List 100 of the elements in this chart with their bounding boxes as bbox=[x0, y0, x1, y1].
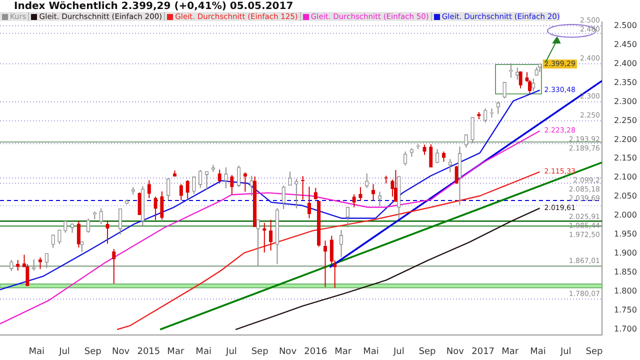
x-tick-label: 2015 bbox=[137, 346, 160, 357]
y-tick-label: 2.350 bbox=[614, 78, 637, 87]
candlestick bbox=[140, 186, 145, 227]
candlestick bbox=[26, 264, 30, 286]
candlestick bbox=[262, 222, 266, 253]
x-tick-label: Mar bbox=[167, 346, 184, 357]
x-tick-label: Sep bbox=[586, 346, 603, 357]
candlestick bbox=[252, 176, 257, 227]
candlestick bbox=[502, 82, 506, 99]
candlestick bbox=[218, 169, 222, 184]
x-tick-label: Sep bbox=[251, 346, 269, 357]
candlestick bbox=[435, 148, 440, 164]
y-tick-label: 1.800 bbox=[614, 286, 637, 296]
candlestick bbox=[317, 200, 321, 248]
y-tick-label: 2.050 bbox=[614, 192, 637, 201]
candlestick bbox=[518, 71, 522, 89]
candlestick bbox=[323, 240, 328, 288]
candlestick bbox=[275, 208, 280, 265]
candlestick bbox=[186, 180, 190, 200]
candlestick bbox=[477, 111, 481, 120]
y-tick-label: 1.950 bbox=[614, 230, 637, 239]
candlestick bbox=[236, 165, 241, 188]
candlestick bbox=[250, 175, 254, 196]
candlestick bbox=[339, 230, 344, 258]
x-tick-label: Sep bbox=[418, 346, 436, 357]
candlestick bbox=[160, 190, 164, 220]
candlestick bbox=[92, 210, 97, 220]
candlestick bbox=[204, 171, 209, 191]
candlestick bbox=[410, 148, 414, 158]
candlestick bbox=[358, 186, 362, 202]
candlestick bbox=[147, 180, 151, 199]
candlestick bbox=[448, 158, 452, 173]
x-tick-label: Jul bbox=[225, 346, 237, 357]
x-tick-label: Mar bbox=[334, 346, 352, 357]
x-tick-label: Nov bbox=[278, 346, 298, 357]
candlestick bbox=[10, 260, 14, 272]
candlestick bbox=[154, 196, 158, 221]
x-tick-label: Jul bbox=[58, 346, 70, 357]
candlestick bbox=[470, 116, 474, 144]
x-tick-label: Mai bbox=[196, 346, 212, 357]
x-tick-label: Jul bbox=[559, 346, 572, 357]
candlestick bbox=[484, 108, 488, 124]
candlestick bbox=[365, 172, 369, 188]
x-tick-label: Jul bbox=[392, 346, 404, 357]
candlestick bbox=[490, 108, 494, 118]
candlestick bbox=[211, 164, 215, 172]
x-tick-label: Nov bbox=[112, 346, 130, 357]
candlestick bbox=[70, 224, 74, 234]
candlestick bbox=[288, 171, 292, 186]
candlestick bbox=[44, 253, 48, 269]
candlestick bbox=[198, 170, 202, 188]
chart-title: Index Wöchentlich 2.399,29 (+0,41%) 05.05.2017 bbox=[14, 1, 294, 12]
x-tick-label: Sep bbox=[84, 346, 102, 357]
y-tick-label: 2.100 bbox=[614, 172, 637, 182]
candlestick bbox=[394, 170, 398, 202]
candlestick bbox=[464, 134, 468, 148]
x-tick-label: Mai bbox=[28, 346, 44, 357]
candlestick bbox=[442, 150, 446, 162]
y-tick-label: 2.400 bbox=[614, 58, 637, 68]
x-tick-label: Mai bbox=[363, 346, 379, 357]
candlestick bbox=[268, 219, 273, 252]
candlestick bbox=[118, 208, 122, 236]
candlestick bbox=[172, 170, 177, 176]
candlestick bbox=[378, 191, 382, 207]
candlestick bbox=[76, 220, 81, 248]
candlestick bbox=[16, 260, 20, 272]
y-tick-label: 2.200 bbox=[614, 134, 637, 144]
candlestick bbox=[112, 248, 116, 284]
candlestick bbox=[80, 241, 84, 253]
candlestick bbox=[516, 67, 520, 80]
candlestick bbox=[532, 78, 536, 92]
candlestick bbox=[314, 187, 318, 200]
y-tick-label: 2.000 bbox=[614, 210, 637, 220]
candlestick bbox=[131, 186, 135, 196]
x-tick-label: Mar bbox=[502, 346, 519, 357]
candlestick bbox=[307, 186, 312, 219]
candlestick bbox=[282, 185, 286, 210]
candlestick bbox=[429, 144, 433, 168]
y-tick-label: 2.250 bbox=[614, 116, 637, 125]
y-tick-label: 1.700 bbox=[614, 324, 637, 334]
candlestick bbox=[51, 234, 55, 248]
candlestick bbox=[371, 184, 376, 202]
candlestick bbox=[230, 174, 234, 195]
x-tick-label: Nov bbox=[446, 346, 465, 357]
x-tick-label: 2017 bbox=[472, 346, 495, 357]
y-tick-label: 2.150 bbox=[614, 154, 637, 163]
y-tick-label: 1.850 bbox=[614, 268, 637, 277]
candlestick bbox=[179, 184, 183, 201]
candlestick bbox=[166, 178, 170, 201]
y-tick-label: 1.900 bbox=[614, 248, 637, 258]
y-tick-label: 2.450 bbox=[614, 40, 637, 49]
y-tick-label: 2.300 bbox=[614, 96, 637, 106]
candlestick bbox=[403, 150, 408, 166]
x-tick-label: 2016 bbox=[304, 346, 328, 357]
candlestick bbox=[192, 176, 196, 194]
candlestick bbox=[346, 206, 350, 228]
candlestick bbox=[86, 218, 90, 234]
candlestick bbox=[256, 219, 260, 267]
candlestick bbox=[38, 256, 42, 270]
candlestick bbox=[99, 208, 103, 224]
